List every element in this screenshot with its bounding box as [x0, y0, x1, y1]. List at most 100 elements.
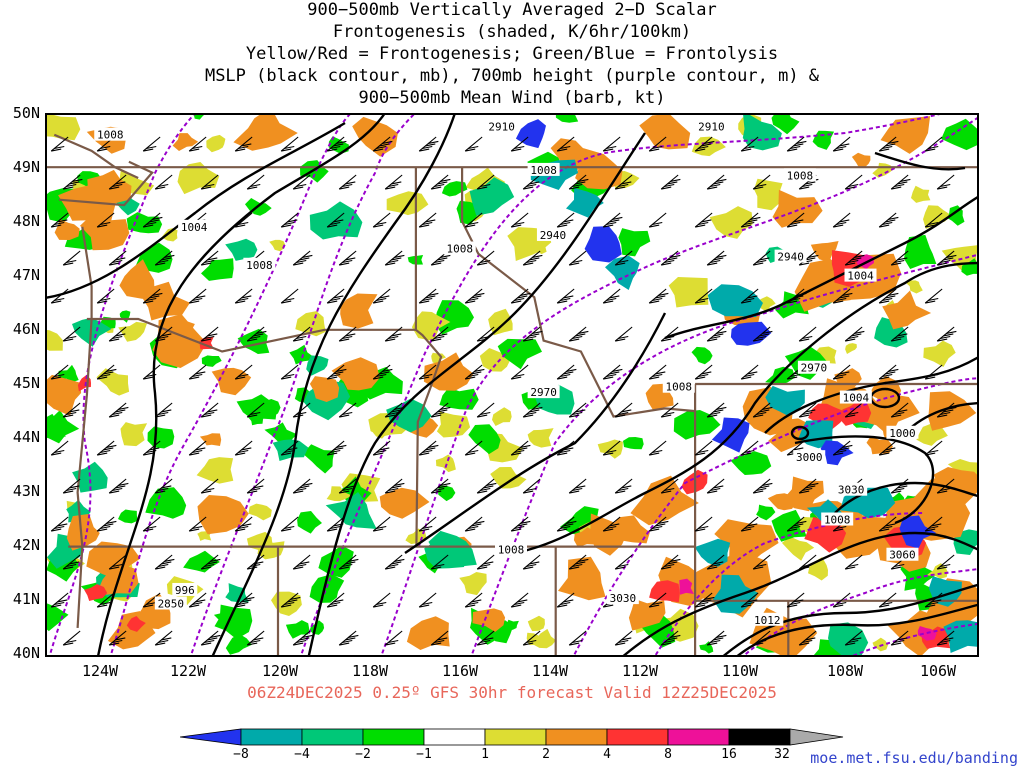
state-border	[58, 160, 154, 207]
colorbar-tick-label: 1	[481, 747, 489, 762]
wind-barb	[338, 402, 357, 418]
wind-barb	[556, 136, 575, 152]
wind-barb	[96, 516, 117, 532]
shade-blob	[566, 187, 604, 218]
wind-barb	[798, 630, 817, 646]
wind-barb	[384, 554, 405, 570]
wind-barb	[50, 364, 69, 380]
colorbar-segment	[606, 728, 669, 746]
lat-label: 45N	[12, 374, 40, 392]
shade-blob	[810, 241, 839, 263]
shade-blob	[771, 113, 800, 135]
wind-barb	[660, 478, 679, 494]
shade-blob	[531, 240, 547, 255]
credit-link[interactable]: moe.met.fsu.edu/banding	[810, 749, 1018, 767]
wind-barb	[660, 250, 681, 266]
wind-barb	[694, 136, 715, 152]
wind-barb	[786, 592, 805, 608]
wind-barb	[648, 288, 669, 304]
wind-barb	[568, 478, 587, 494]
shade-blob	[80, 214, 130, 251]
wind-barb	[936, 326, 957, 342]
height-contour	[380, 117, 977, 655]
shade-blob	[590, 513, 628, 556]
mslp-label-bg	[172, 582, 198, 596]
shade-blob	[126, 212, 163, 234]
shade-blob	[289, 344, 313, 365]
wind-barb	[280, 516, 299, 532]
wind-barb	[326, 516, 345, 532]
shade-blob	[754, 178, 783, 211]
shade-blob	[882, 290, 932, 330]
wind-barb	[602, 136, 621, 152]
shade-blob	[756, 504, 776, 521]
wind-barb	[832, 212, 851, 228]
wind-barb	[752, 554, 771, 570]
wind-barb	[418, 364, 437, 380]
wind-barb	[890, 250, 909, 266]
wind-barb	[786, 136, 807, 152]
wind-barb	[200, 478, 219, 494]
wind-barb	[648, 440, 667, 456]
shade-blob	[326, 486, 353, 502]
wind-barb	[694, 364, 713, 380]
mslp-label-bg	[527, 162, 560, 176]
shade-blob	[628, 598, 666, 631]
wind-barb	[844, 402, 863, 418]
shade-blob	[45, 602, 69, 632]
mslp-label: 1008	[787, 169, 814, 182]
wind-barb	[464, 516, 485, 532]
mslp-label: 1012	[754, 614, 781, 627]
wind-barb	[292, 554, 311, 570]
wind-barb	[476, 250, 495, 266]
shade-blob	[757, 296, 776, 312]
shade-blob	[225, 634, 252, 655]
wind-barb	[338, 326, 357, 342]
lat-label: 44N	[12, 428, 40, 446]
wind-barb	[660, 174, 681, 190]
wind-barb	[924, 136, 943, 152]
mslp-contour	[794, 435, 935, 525]
shade-blob	[488, 308, 513, 336]
wind-barb	[108, 478, 129, 494]
wind-barb	[740, 212, 761, 228]
shade-blob	[880, 116, 931, 154]
height-contour	[300, 113, 949, 655]
wind-barb	[786, 288, 807, 304]
wind-barb	[878, 440, 897, 456]
shade-blob	[714, 519, 779, 566]
wind-barb	[154, 174, 173, 190]
wind-barb	[694, 516, 713, 532]
wind-barb	[568, 326, 589, 342]
mslp-label-bg	[443, 241, 476, 255]
height-label-bg	[536, 227, 569, 241]
wind-barb	[660, 554, 681, 570]
shade-blob	[694, 538, 731, 567]
shade-blob	[206, 134, 226, 153]
wind-barb	[510, 136, 529, 152]
wind-barb	[200, 630, 221, 646]
wind-barb	[430, 478, 451, 494]
height-label-bg	[606, 591, 639, 605]
shade-blob	[272, 439, 309, 461]
shade-blob	[468, 424, 501, 455]
wind-barb	[694, 212, 713, 228]
mslp-label-bg	[783, 168, 816, 182]
colorbar-segment	[789, 728, 844, 746]
colorbar-segment	[423, 728, 486, 746]
wind-barb	[602, 440, 621, 456]
shade-blob	[639, 113, 691, 150]
wind-barb	[234, 364, 253, 380]
mslp-contour	[45, 121, 346, 300]
shade-blob	[435, 454, 456, 473]
wind-barbs	[50, 136, 957, 646]
mslp-contour	[736, 603, 977, 655]
shade-blob	[623, 437, 644, 450]
shade-blob	[119, 310, 131, 323]
shade-blob	[699, 641, 714, 654]
shade-blob	[386, 191, 429, 216]
colorbar-tick-label: −4	[294, 747, 310, 762]
wind-barb	[418, 136, 439, 152]
height-label: 3030	[610, 592, 637, 605]
wind-barb	[418, 212, 437, 228]
